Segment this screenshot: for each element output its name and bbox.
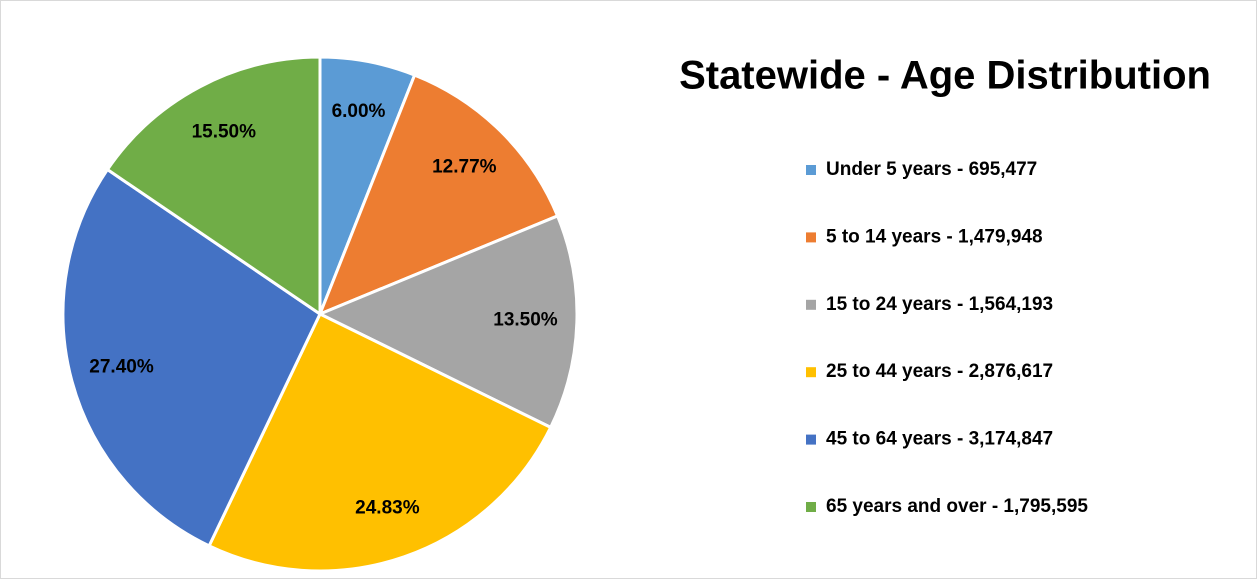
pie-slice bbox=[105, 55, 322, 316]
legend-label: 5 to 14 years - 1,479,948 bbox=[826, 226, 1043, 247]
data-label: 27.40% bbox=[89, 357, 154, 378]
legend-label: 65 years and over - 1,795,595 bbox=[826, 496, 1088, 517]
legend-swatch bbox=[806, 165, 816, 175]
data-label: 13.50% bbox=[493, 310, 558, 331]
legend-label: 15 to 24 years - 1,564,193 bbox=[826, 294, 1053, 315]
data-label: 15.50% bbox=[192, 121, 257, 142]
pie-slice bbox=[318, 73, 560, 316]
legend-swatch bbox=[806, 434, 816, 445]
legend-swatch bbox=[806, 299, 816, 310]
data-label: 6.00% bbox=[332, 101, 386, 122]
legend-swatch bbox=[806, 502, 816, 512]
legend-label: Under 5 years - 695,477 bbox=[826, 159, 1037, 180]
pie-slice bbox=[318, 214, 579, 429]
legend-swatch bbox=[806, 232, 816, 243]
pie-slice bbox=[207, 312, 553, 573]
pie-slice bbox=[61, 168, 322, 548]
data-label: 24.83% bbox=[355, 497, 420, 518]
legend-label: 45 to 64 years - 3,174,847 bbox=[826, 429, 1053, 450]
legend-swatch bbox=[806, 367, 816, 378]
legend-label: 25 to 44 years - 2,876,617 bbox=[826, 361, 1053, 382]
data-label: 12.77% bbox=[432, 157, 497, 178]
chart-title: Statewide - Age Distribution bbox=[679, 54, 1211, 98]
